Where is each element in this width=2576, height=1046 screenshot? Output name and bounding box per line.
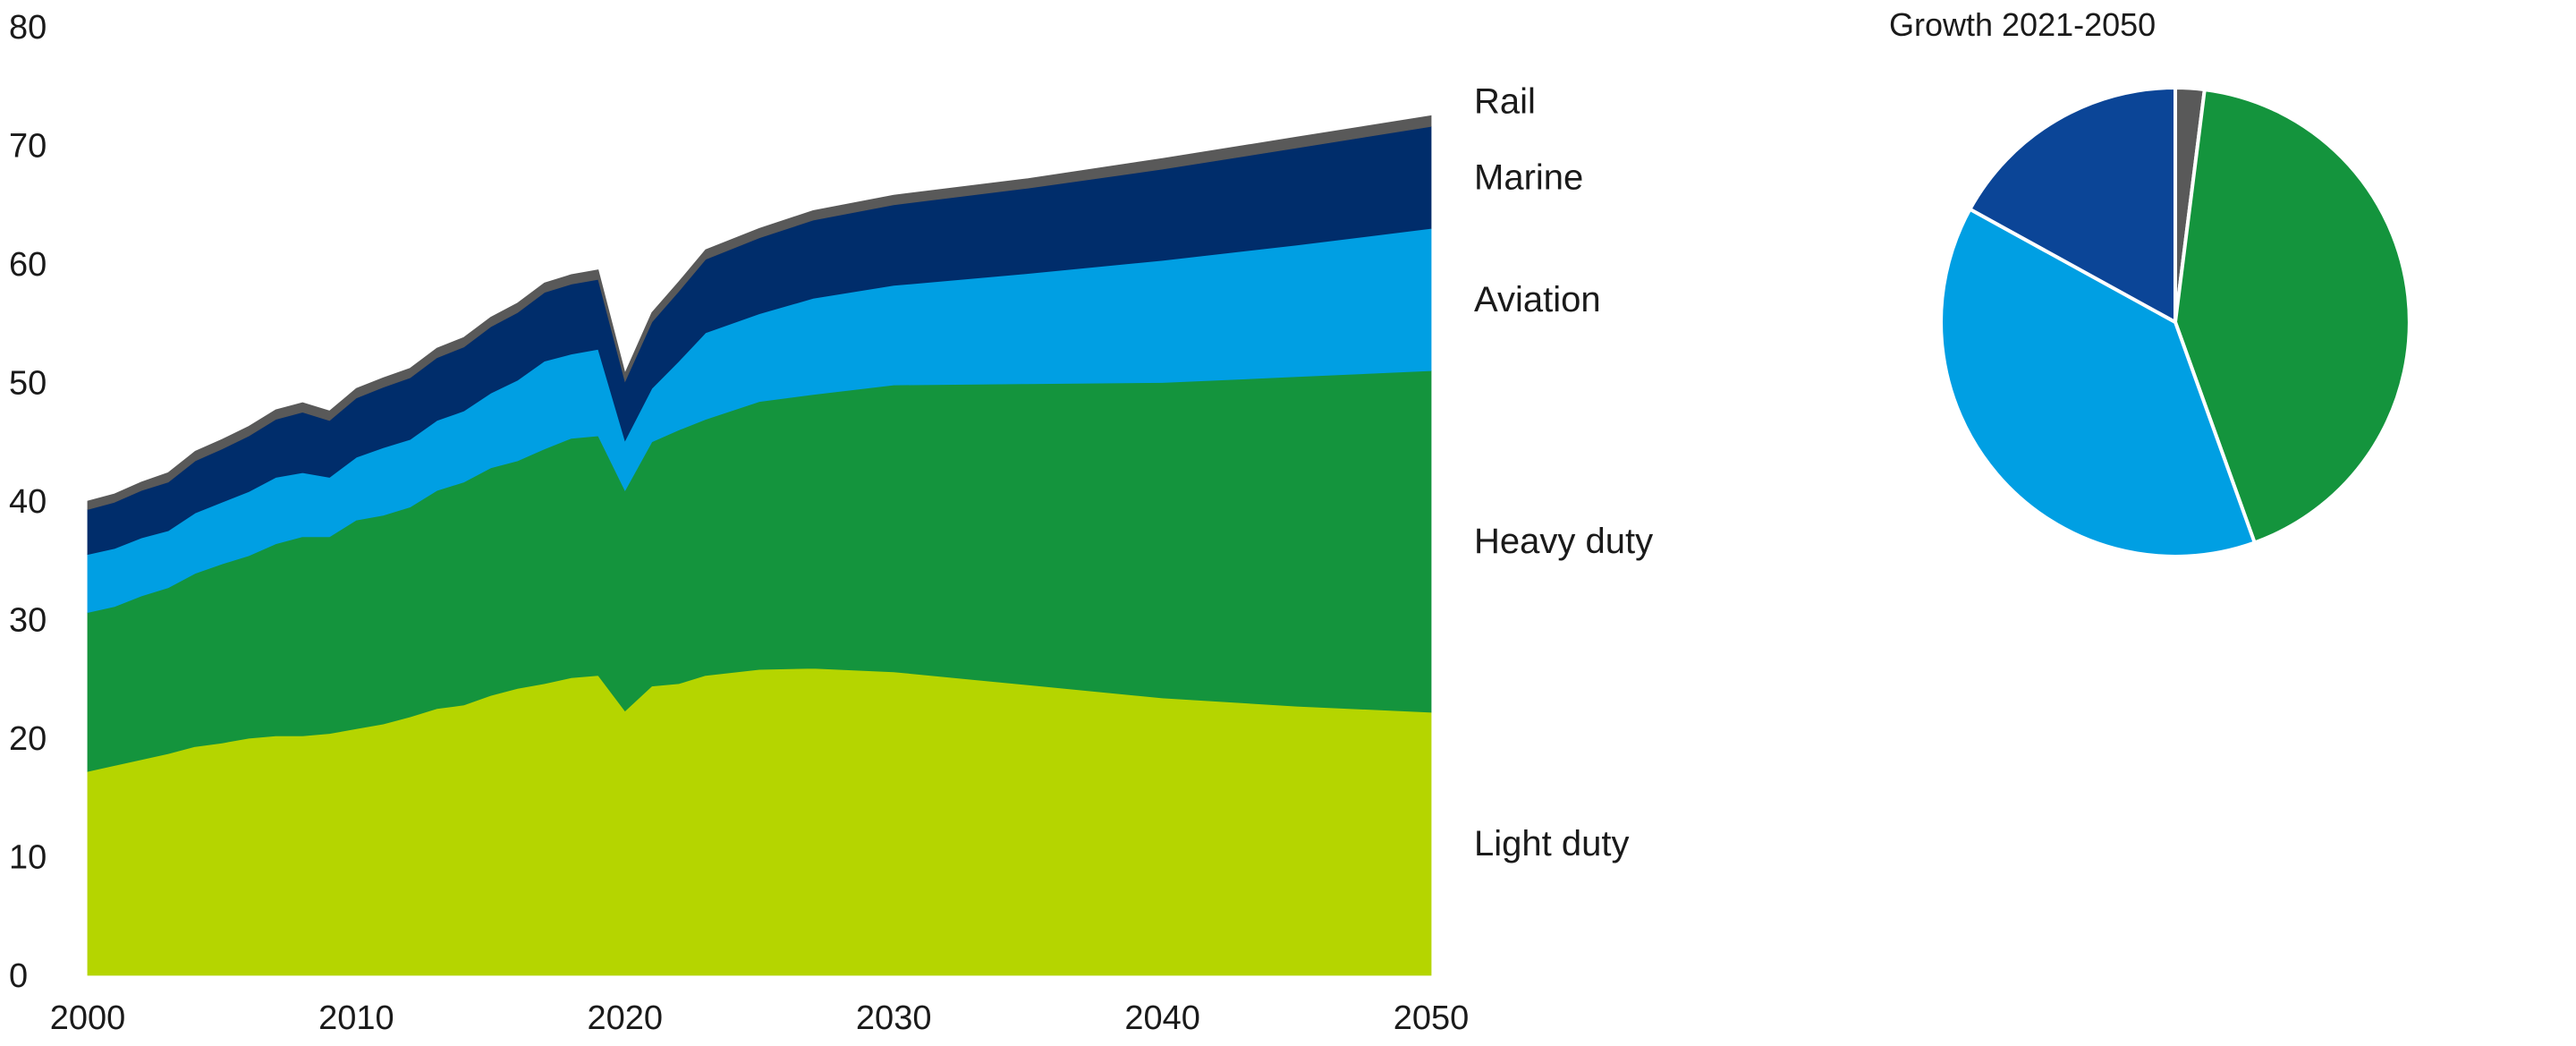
pie-slice-marine	[1968, 86, 2177, 324]
series-label-marine: Marine	[1474, 157, 1583, 197]
y-tick-label: 50	[9, 365, 47, 403]
pie-title: Growth 2021-2050	[1889, 6, 2156, 43]
y-tick-label: 10	[9, 839, 47, 877]
y-tick-label: 40	[9, 483, 47, 521]
y-tick-label: 80	[9, 9, 47, 47]
series-label-layer: Light duty Heavy duty Aviation Marine Rail	[1474, 82, 1653, 863]
y-tick-label: 30	[9, 602, 47, 640]
x-tick-label: 2010	[318, 999, 394, 1037]
series-label-aviation: Aviation	[1474, 280, 1601, 319]
series-label-heavy-duty: Heavy duty	[1474, 522, 1653, 561]
y-tick-label: 60	[9, 246, 47, 284]
y-tick-label: 0	[9, 957, 28, 995]
x-tick-label: 2050	[1394, 999, 1470, 1037]
pie-chart: Growth 2021-2050	[1889, 6, 2411, 558]
pie-slice-heavy-duty	[2174, 88, 2411, 545]
series-label-light-duty: Light duty	[1474, 824, 1629, 863]
x-tick-label: 2040	[1124, 999, 1200, 1037]
x-tick-label: 2030	[856, 999, 932, 1037]
pie-slice-aviation	[1939, 207, 2257, 558]
y-tick-label: 70	[9, 128, 47, 166]
x-tick-label: 2020	[588, 999, 664, 1037]
series-label-rail: Rail	[1474, 82, 1536, 122]
x-tick-label: 2000	[50, 999, 126, 1037]
y-tick-label: 20	[9, 720, 47, 758]
stacked-area-layer	[87, 115, 1432, 976]
area-rail	[87, 115, 1432, 510]
